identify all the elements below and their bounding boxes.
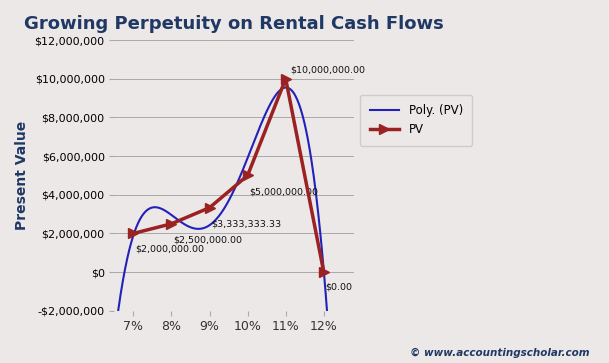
PV [244, 173, 252, 178]
PV [320, 270, 328, 274]
Poly. (PV) [282, 85, 289, 90]
Text: $2,000,000.00: $2,000,000.00 [135, 244, 205, 253]
Text: $3,333,333.33: $3,333,333.33 [211, 219, 281, 228]
Text: $0.00: $0.00 [326, 283, 353, 292]
Y-axis label: Present Value: Present Value [15, 121, 29, 230]
PV [282, 77, 289, 81]
Poly. (PV) [114, 308, 122, 313]
Text: $2,500,000.00: $2,500,000.00 [174, 235, 242, 244]
Poly. (PV) [284, 86, 291, 90]
PV [130, 231, 137, 236]
Poly. (PV) [261, 114, 268, 119]
Line: PV: PV [128, 74, 329, 277]
Line: Poly. (PV): Poly. (PV) [118, 87, 350, 363]
Text: $5,000,000.00: $5,000,000.00 [250, 187, 319, 196]
Legend: Poly. (PV), PV: Poly. (PV), PV [360, 95, 472, 146]
PV [168, 221, 175, 226]
Poly. (PV) [206, 223, 214, 227]
Title: Growing Perpetuity on Rental Cash Flows: Growing Perpetuity on Rental Cash Flows [24, 15, 444, 33]
Poly. (PV) [143, 209, 150, 213]
PV [206, 205, 213, 210]
Poly. (PV) [283, 85, 290, 90]
Text: © www.accountingscholar.com: © www.accountingscholar.com [410, 348, 589, 358]
Poly. (PV) [190, 226, 197, 231]
Text: $10,000,000.00: $10,000,000.00 [290, 66, 365, 75]
